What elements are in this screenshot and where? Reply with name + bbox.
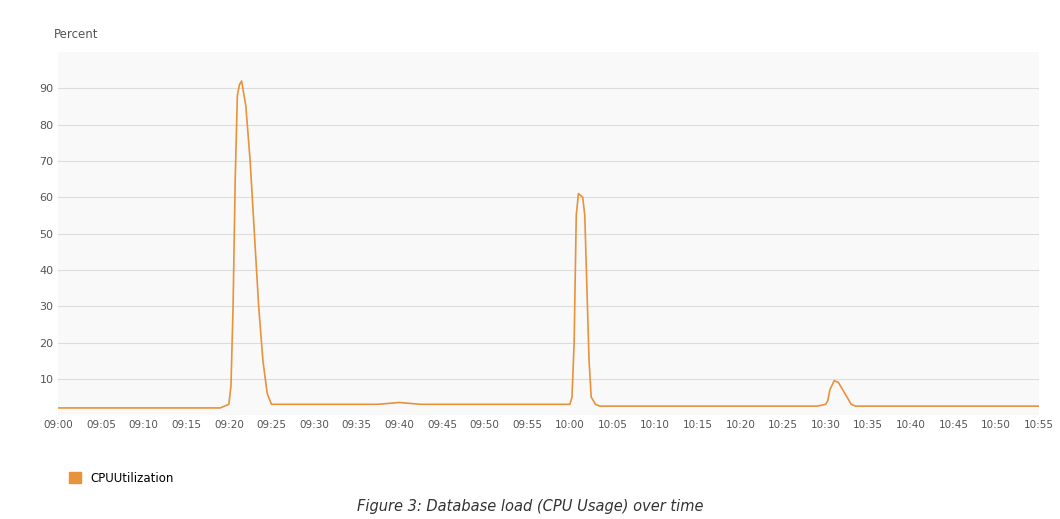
Legend: CPUUtilization: CPUUtilization — [65, 467, 178, 489]
Text: Percent: Percent — [53, 28, 98, 41]
Text: Figure 3: Database load (CPU Usage) over time: Figure 3: Database load (CPU Usage) over… — [357, 499, 703, 514]
